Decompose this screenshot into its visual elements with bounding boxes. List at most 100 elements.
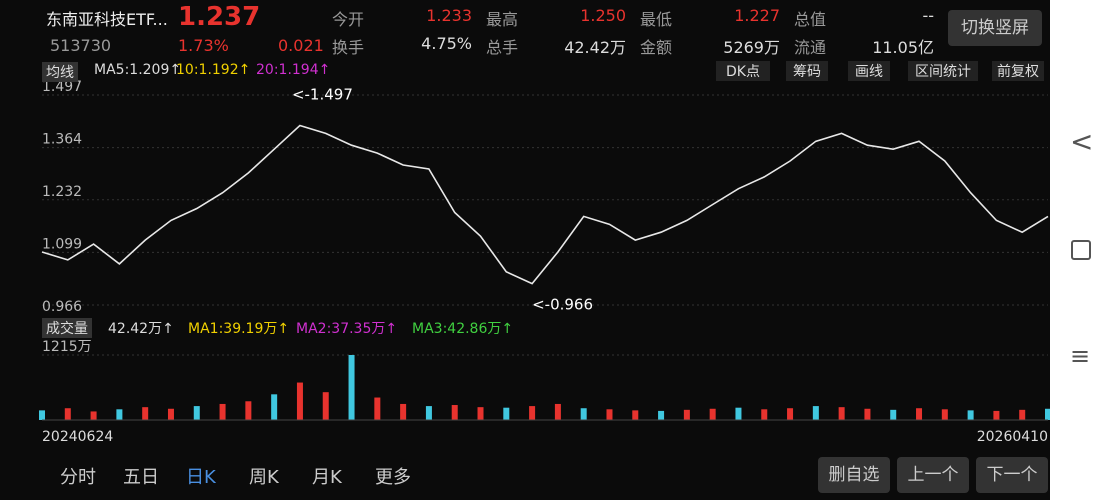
stat-value: 11.05亿	[872, 38, 934, 57]
price: 1.237	[178, 2, 261, 32]
stat-label: 总值	[794, 10, 827, 29]
y-tick-label: 1.364	[42, 132, 82, 148]
menu-icon[interactable]: ≡	[1070, 342, 1091, 370]
volume-bar	[864, 408, 871, 420]
volume-bar	[425, 406, 432, 420]
stat-value: 1.227	[734, 6, 780, 25]
start-date: 20240624	[42, 429, 113, 445]
app	[0, 0, 1050, 500]
ma-item: MA5:1.209↑	[94, 62, 182, 78]
y-tick-label: 1.099	[42, 236, 82, 252]
volume-bar	[812, 406, 819, 420]
action-button[interactable]: 上一个	[897, 457, 969, 493]
period-tab[interactable]: 更多	[375, 467, 411, 488]
period-tab[interactable]: 五日	[123, 467, 159, 488]
y-tick-label: 1215万	[42, 339, 92, 355]
ma-item: 10:1.192↑	[176, 62, 251, 78]
high-annotation: <-1.497	[292, 86, 353, 104]
volume-bar	[529, 406, 536, 420]
volume-bar	[683, 409, 690, 420]
volume-item: MA1:39.19万↑	[188, 321, 290, 337]
change: 0.021	[278, 36, 324, 55]
volume-bar	[890, 409, 897, 420]
tool-button[interactable]: 筹码	[786, 61, 828, 81]
volume-bar	[400, 403, 407, 420]
volume-bar	[245, 401, 252, 420]
period-tab[interactable]: 分时	[60, 467, 96, 488]
stat-value: 42.42万	[564, 38, 626, 57]
volume-bar	[64, 408, 71, 420]
change-pct: 1.73%	[178, 36, 229, 55]
tool-button[interactable]: DK点	[716, 61, 770, 81]
y-tick-label: 1.232	[42, 184, 82, 200]
stat-label: 金额	[640, 38, 673, 57]
volume-bar	[39, 410, 45, 420]
y-tick-label: 0.966	[42, 299, 82, 315]
volume-bar	[1019, 409, 1026, 420]
side-nav: < ≡	[1050, 0, 1111, 500]
volume-bar	[967, 410, 974, 420]
volume-bar	[658, 410, 665, 420]
period-tab[interactable]: 周K	[249, 467, 279, 488]
volume-bar	[632, 410, 639, 420]
home-icon[interactable]	[1071, 240, 1091, 260]
low-annotation: <-0.966	[532, 296, 593, 314]
stat-label: 今开	[332, 10, 365, 29]
tool-button[interactable]: 画线	[848, 61, 890, 81]
stat-value: 1.250	[580, 6, 626, 25]
volume-bar	[219, 403, 226, 420]
stat-label: 流通	[794, 38, 827, 57]
volume-bar	[477, 407, 484, 420]
volume-bar	[554, 403, 561, 420]
ma-item: 20:1.194↑	[256, 62, 331, 78]
volume-bar	[271, 394, 278, 420]
volume-bar	[348, 355, 355, 420]
volume-label[interactable]: 成交量	[42, 318, 92, 338]
rotate-button[interactable]: 切换竖屏	[948, 10, 1042, 46]
volume-item: MA2:37.35万↑	[296, 321, 398, 337]
volume-bar	[709, 408, 716, 420]
volume-bar	[916, 408, 923, 420]
back-icon[interactable]: <	[1070, 125, 1094, 158]
volume-bar	[451, 405, 458, 420]
stat-value: 4.75%	[421, 34, 472, 53]
volume-bar	[116, 409, 123, 420]
volume-bar	[167, 408, 174, 420]
action-button[interactable]: 下一个	[976, 457, 1048, 493]
volume-bar	[838, 407, 845, 420]
code: 513730	[50, 36, 112, 55]
volume-bar	[296, 382, 303, 420]
volume-bar	[1045, 408, 1051, 420]
volume-bar	[90, 411, 97, 420]
volume-bar	[503, 407, 510, 420]
stat-label: 换手	[332, 38, 365, 57]
volume-item: 42.42万↑	[108, 321, 174, 337]
volume-bar	[374, 397, 381, 420]
fund-name: 东南亚科技ETF...	[46, 10, 168, 29]
tool-button[interactable]: 前复权	[992, 61, 1044, 81]
stat-label: 最低	[640, 10, 673, 29]
stat-value: 5269万	[723, 38, 780, 57]
volume-bar	[142, 407, 149, 420]
volume-item: MA3:42.86万↑	[412, 321, 514, 337]
volume-bar	[941, 409, 948, 420]
stat-label: 最高	[486, 10, 519, 29]
period-tab[interactable]: 日K	[186, 467, 216, 488]
price-line	[41, 124, 1049, 285]
stat-label: 总手	[486, 38, 519, 57]
action-button[interactable]: 删自选	[818, 457, 890, 493]
y-tick-label: 1.497	[42, 79, 82, 95]
volume-bar	[580, 408, 587, 420]
stat-value: --	[922, 6, 934, 25]
volume-bar	[735, 407, 742, 420]
stat-value: 1.233	[426, 6, 472, 25]
volume-bar	[322, 392, 329, 420]
ma-button[interactable]: 均线	[42, 62, 78, 82]
period-tab[interactable]: 月K	[312, 467, 342, 488]
volume-bar	[761, 409, 768, 420]
volume-bar	[606, 409, 613, 420]
volume-bar	[787, 408, 794, 420]
tool-button[interactable]: 区间统计	[908, 61, 978, 81]
